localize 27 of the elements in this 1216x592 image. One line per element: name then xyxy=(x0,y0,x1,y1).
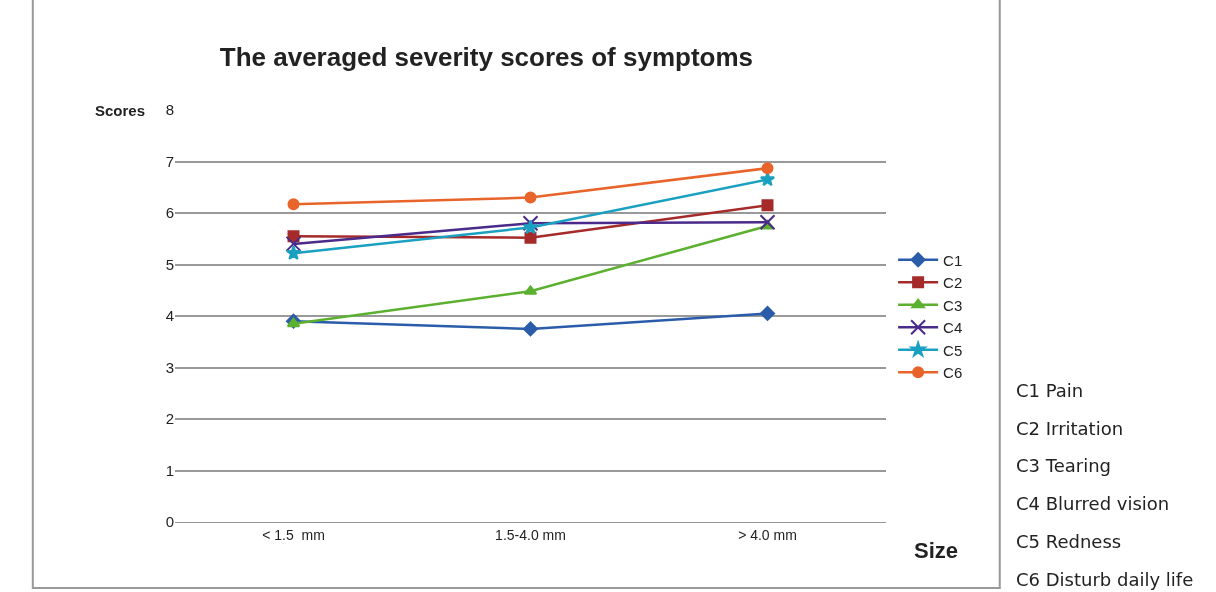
text: C1 Pain xyxy=(1016,380,1084,401)
legend-label: C5 xyxy=(943,341,963,359)
y-tick-label: 4 xyxy=(165,307,174,325)
y-tick-label: 2 xyxy=(165,410,174,428)
y-axis-title: Scores xyxy=(95,102,146,119)
legend-label: C1 xyxy=(943,251,963,269)
y-tick-label: 8 xyxy=(165,101,174,119)
text: C5 Redness xyxy=(1016,531,1122,552)
legend-label: C2 xyxy=(943,274,963,292)
x-tick-label: > 4.0 mm xyxy=(738,526,797,543)
x-axis-title: Size xyxy=(914,538,959,563)
text: C3 Tearing xyxy=(1016,455,1112,476)
legend-label: C4 xyxy=(943,319,963,337)
y-tick-label: 5 xyxy=(165,255,174,273)
y-tick-label: 0 xyxy=(165,513,174,531)
text: C4 Blurred vision xyxy=(1016,493,1170,514)
legend-label: C3 xyxy=(943,296,963,314)
text: C2 Irritation xyxy=(1016,418,1124,439)
legend-label: C6 xyxy=(943,364,963,382)
x-tick-label: < 1.5 mm xyxy=(262,526,325,543)
y-tick-label: 7 xyxy=(165,152,174,170)
chart-title: The averaged severity scores of symptoms xyxy=(219,41,754,72)
y-tick-label: 3 xyxy=(165,358,174,376)
x-tick-label: 1.5-4.0 mm xyxy=(495,526,566,543)
text: C6 Disturb daily life xyxy=(1016,569,1194,590)
y-tick-label: 1 xyxy=(165,461,174,479)
y-tick-label: 6 xyxy=(165,204,174,222)
